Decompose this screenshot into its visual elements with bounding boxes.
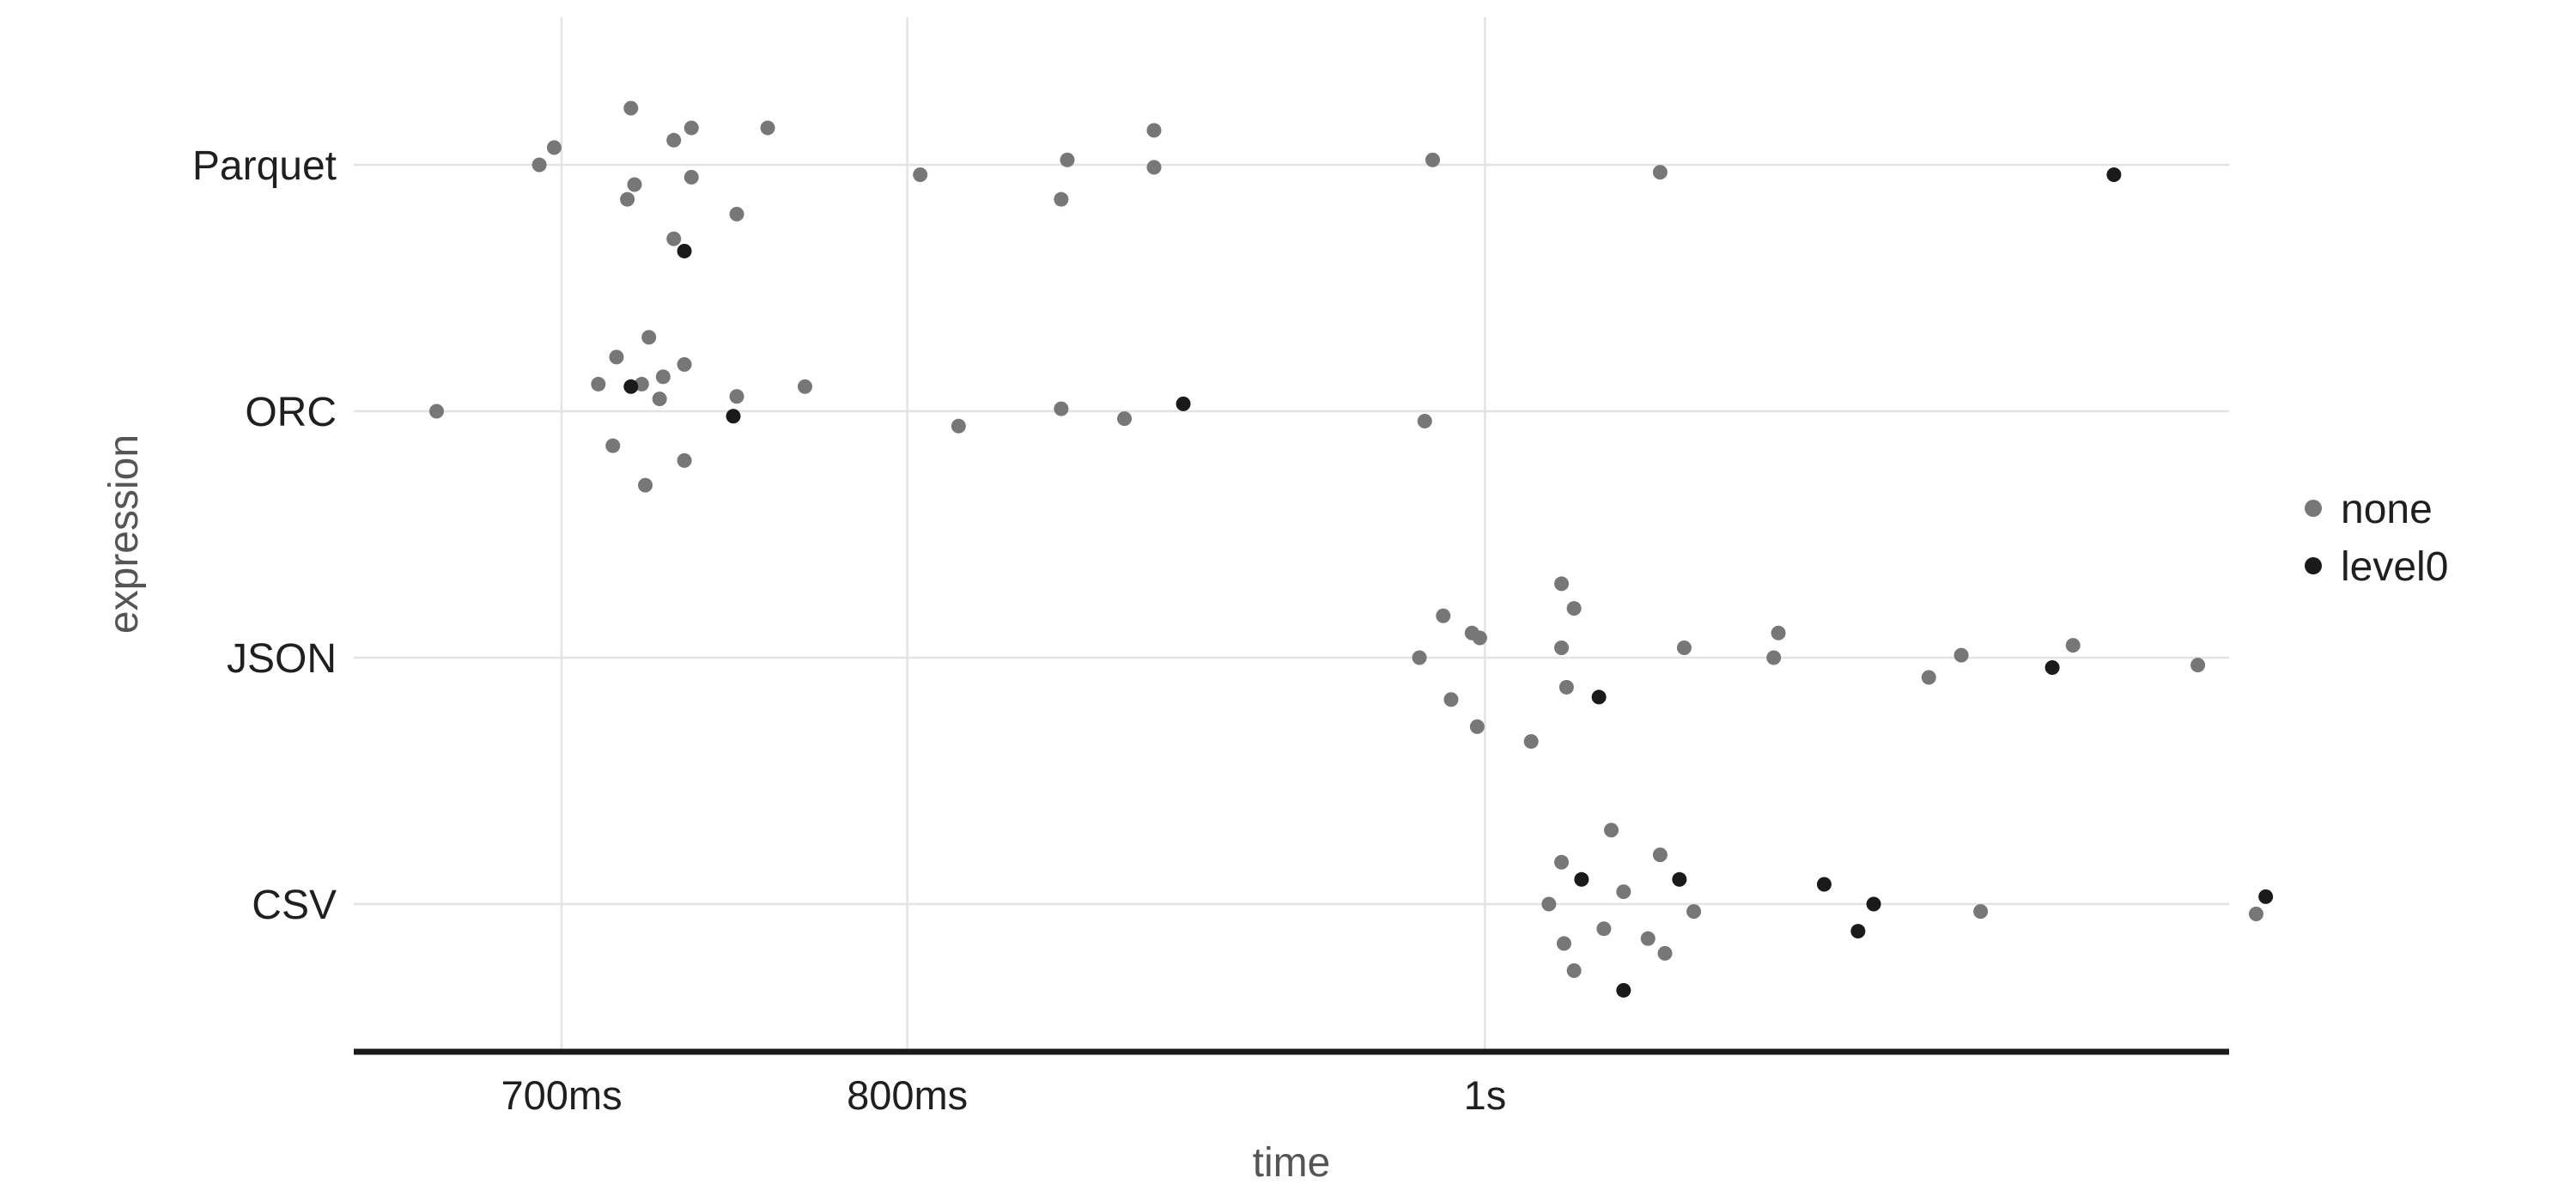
x-tick-label: 1s (1464, 1072, 1507, 1118)
data-point-none (677, 356, 692, 372)
data-point-none (1566, 962, 1582, 978)
data-point-none (797, 379, 812, 394)
data-point-level0 (2106, 167, 2122, 182)
data-point-none (546, 140, 562, 155)
data-point-none (428, 404, 444, 419)
data-point-none (1676, 640, 1692, 656)
data-point-none (1060, 152, 1075, 167)
data-point-none (1472, 630, 1487, 646)
data-point-none (2248, 906, 2263, 921)
data-point-level0 (1176, 396, 1191, 411)
data-point-level0 (1574, 871, 1589, 887)
data-point-none (2190, 658, 2206, 673)
legend-label-level0: level0 (2341, 544, 2448, 590)
data-point-none (1425, 152, 1440, 167)
data-point-none (1652, 847, 1668, 863)
label-layer: 700ms 800ms 1s Parquet ORC JSON CSV time express… (101, 143, 1506, 1186)
data-point-level0 (1816, 877, 1832, 892)
data-point-none (1616, 884, 1631, 900)
grid-layer (354, 17, 2229, 1052)
data-point-none (1117, 411, 1133, 427)
data-point-none (623, 100, 639, 116)
data-point-none (666, 132, 682, 148)
data-point-level0 (623, 379, 639, 394)
data-point-none (1412, 650, 1427, 665)
y-tick-label: ORC (245, 390, 337, 435)
data-point-none (951, 418, 966, 434)
data-point-none (655, 369, 671, 385)
data-point-none (1921, 670, 1936, 685)
data-point-none (1554, 576, 1570, 592)
data-point-none (1054, 191, 1069, 207)
points-layer (428, 100, 2274, 998)
data-point-none (760, 120, 775, 136)
data-point-none (1766, 650, 1782, 665)
data-point-none (532, 157, 547, 173)
legend-label-none: none (2341, 487, 2433, 532)
data-point-none (683, 120, 699, 136)
data-point-level0 (2258, 889, 2274, 904)
data-point-none (1686, 904, 1702, 920)
data-point-none (1558, 679, 1574, 695)
data-point-none (1771, 625, 1786, 640)
data-point-none (1640, 931, 1656, 946)
data-point-none (729, 206, 744, 222)
data-point-none (729, 389, 744, 404)
data-point-level0 (1616, 982, 1631, 998)
data-point-level0 (1672, 871, 1687, 887)
data-point-none (1657, 945, 1673, 961)
data-point-none (1443, 692, 1459, 707)
data-point-none (1554, 640, 1570, 656)
data-point-level0 (726, 409, 741, 424)
data-point-none (1566, 601, 1582, 616)
data-point-none (1953, 647, 1969, 663)
data-point-none (1541, 896, 1557, 912)
data-point-none (683, 169, 699, 185)
data-point-none (677, 452, 692, 468)
data-point-none (605, 438, 621, 453)
data-point-none (1146, 123, 1162, 138)
y-axis-title: expression (101, 434, 147, 634)
x-tick-label: 800ms (847, 1072, 968, 1118)
data-point-none (1596, 921, 1612, 937)
data-point-none (652, 392, 667, 407)
data-point-none (1556, 936, 1571, 951)
data-point-none (1436, 608, 1451, 623)
data-point-none (666, 231, 682, 246)
y-tick-label: Parquet (192, 143, 337, 189)
data-point-level0 (1591, 689, 1607, 705)
y-tick-label: JSON (227, 636, 337, 682)
legend: none level0 (2305, 487, 2448, 590)
data-point-none (1146, 160, 1162, 175)
data-point-none (641, 330, 657, 345)
legend-key-none (2305, 500, 2322, 517)
data-point-level0 (677, 243, 692, 258)
data-point-none (913, 167, 928, 182)
data-point-none (1417, 413, 1432, 428)
data-point-level0 (2044, 659, 2060, 675)
data-point-none (1554, 854, 1570, 870)
data-point-none (620, 191, 635, 207)
data-point-none (591, 376, 606, 392)
data-point-none (1652, 165, 1668, 180)
legend-key-level0 (2305, 557, 2322, 574)
data-point-none (609, 349, 624, 365)
data-point-level0 (1866, 896, 1881, 912)
x-axis-title: time (1253, 1140, 1331, 1186)
data-point-none (638, 477, 653, 493)
x-tick-label: 700ms (501, 1072, 623, 1118)
data-point-level0 (1850, 924, 1866, 939)
data-point-none (1523, 734, 1539, 750)
data-point-none (1469, 719, 1485, 734)
data-point-none (627, 177, 642, 192)
data-point-none (1973, 904, 1989, 920)
y-tick-label: CSV (252, 883, 337, 928)
data-point-none (2065, 638, 2081, 653)
data-point-none (1604, 823, 1619, 838)
data-point-none (1054, 401, 1069, 416)
